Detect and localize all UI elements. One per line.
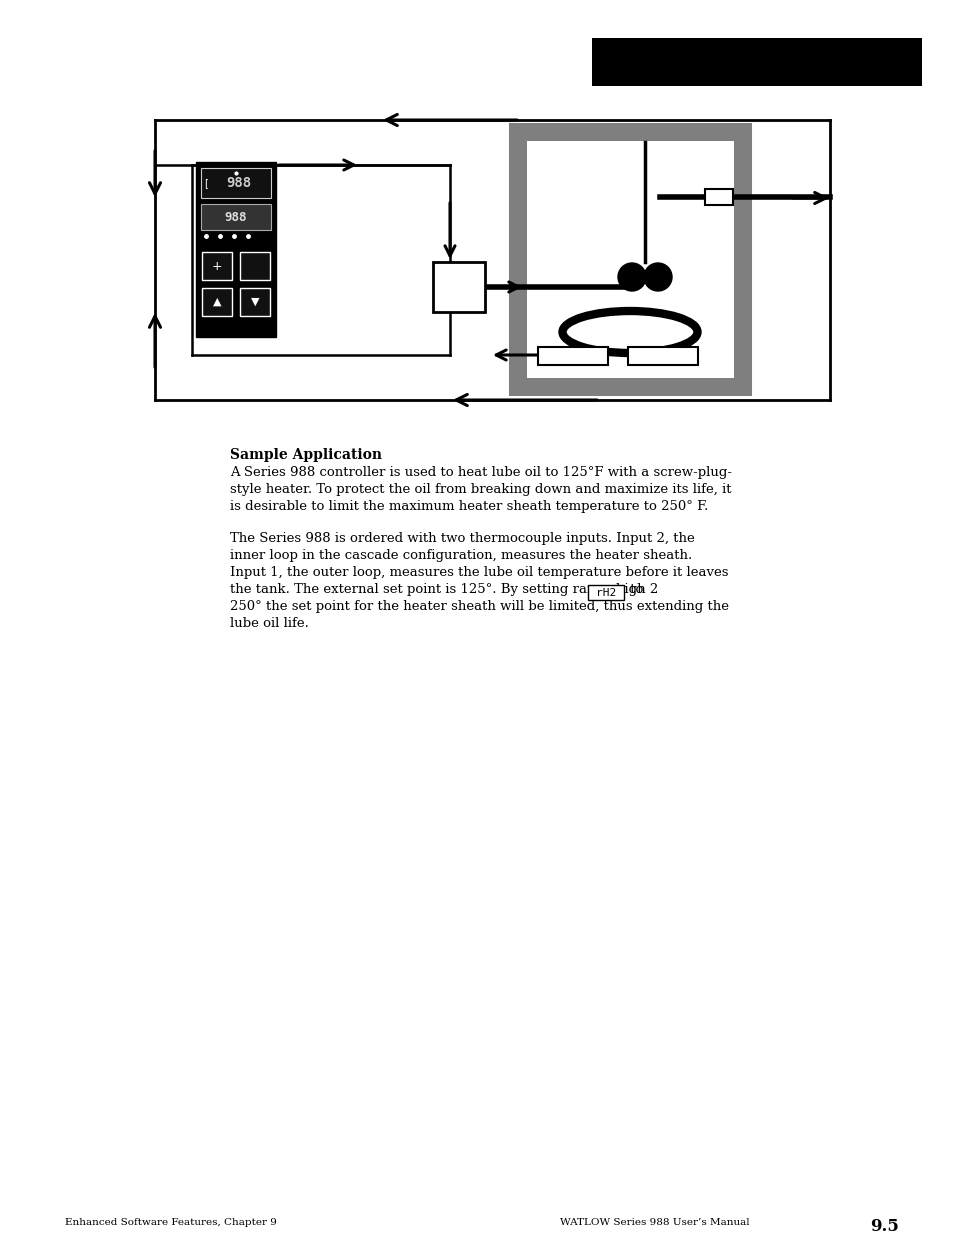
Circle shape [643, 263, 671, 291]
Bar [627, 347, 698, 366]
Text: lube oil life.: lube oil life. [230, 618, 309, 630]
Bar [201, 168, 271, 198]
Text: A Series 988 controller is used to heat lube oil to 125°F with a screw-plug-: A Series 988 controller is used to heat … [230, 466, 731, 479]
Text: 988: 988 [225, 210, 247, 224]
Text: the tank. The external set point is 125°. By setting range high 2: the tank. The external set point is 125°… [230, 583, 661, 597]
Text: The Series 988 is ordered with two thermocouple inputs. Input 2, the: The Series 988 is ordered with two therm… [230, 532, 694, 545]
Circle shape [618, 263, 645, 291]
Text: Enhanced Software Features, Chapter 9: Enhanced Software Features, Chapter 9 [65, 1218, 276, 1228]
Text: WATLOW Series 988 User’s Manual: WATLOW Series 988 User’s Manual [559, 1218, 749, 1228]
Text: is desirable to limit the maximum heater sheath temperature to 250° F.: is desirable to limit the maximum heater… [230, 500, 708, 513]
Bar [587, 585, 623, 600]
Text: +: + [212, 259, 222, 273]
Bar [704, 189, 732, 205]
Text: ▼: ▼ [251, 296, 259, 308]
Bar [240, 252, 270, 280]
Bar [201, 204, 271, 230]
Bar [517, 132, 742, 387]
Bar [195, 162, 275, 337]
Text: rH2: rH2 [596, 588, 616, 598]
Bar [537, 347, 607, 366]
Text: [: [ [204, 178, 208, 188]
Text: style heater. To protect the oil from breaking down and maximize its life, it: style heater. To protect the oil from br… [230, 483, 731, 496]
Text: 9.5: 9.5 [869, 1218, 898, 1235]
Bar [202, 288, 232, 316]
Text: Sample Application: Sample Application [230, 448, 381, 462]
Text: ▲: ▲ [213, 296, 221, 308]
Bar [433, 262, 484, 312]
Text: 988: 988 [226, 177, 252, 190]
Text: 250° the set point for the heater sheath will be limited, thus extending the: 250° the set point for the heater sheath… [230, 600, 728, 613]
Text: Input 1, the outer loop, measures the lube oil temperature before it leaves: Input 1, the outer loop, measures the lu… [230, 566, 728, 579]
Bar [526, 141, 733, 378]
Text: inner loop in the cascade configuration, measures the heater sheath.: inner loop in the cascade configuration,… [230, 550, 692, 562]
Bar [240, 288, 270, 316]
Text: to: to [625, 583, 642, 597]
Bar [202, 252, 232, 280]
Bar [592, 38, 921, 86]
